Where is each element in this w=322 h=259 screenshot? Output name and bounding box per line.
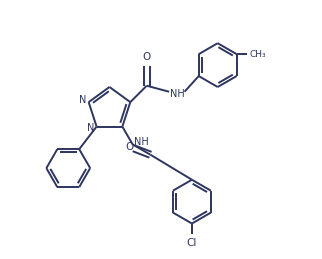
Text: N: N: [87, 123, 95, 133]
Text: N: N: [79, 95, 87, 105]
Text: O: O: [143, 52, 151, 62]
Text: O: O: [125, 142, 133, 152]
Text: CH₃: CH₃: [249, 50, 266, 59]
Text: NH: NH: [170, 89, 185, 99]
Text: Cl: Cl: [187, 239, 197, 248]
Text: NH: NH: [134, 137, 149, 147]
